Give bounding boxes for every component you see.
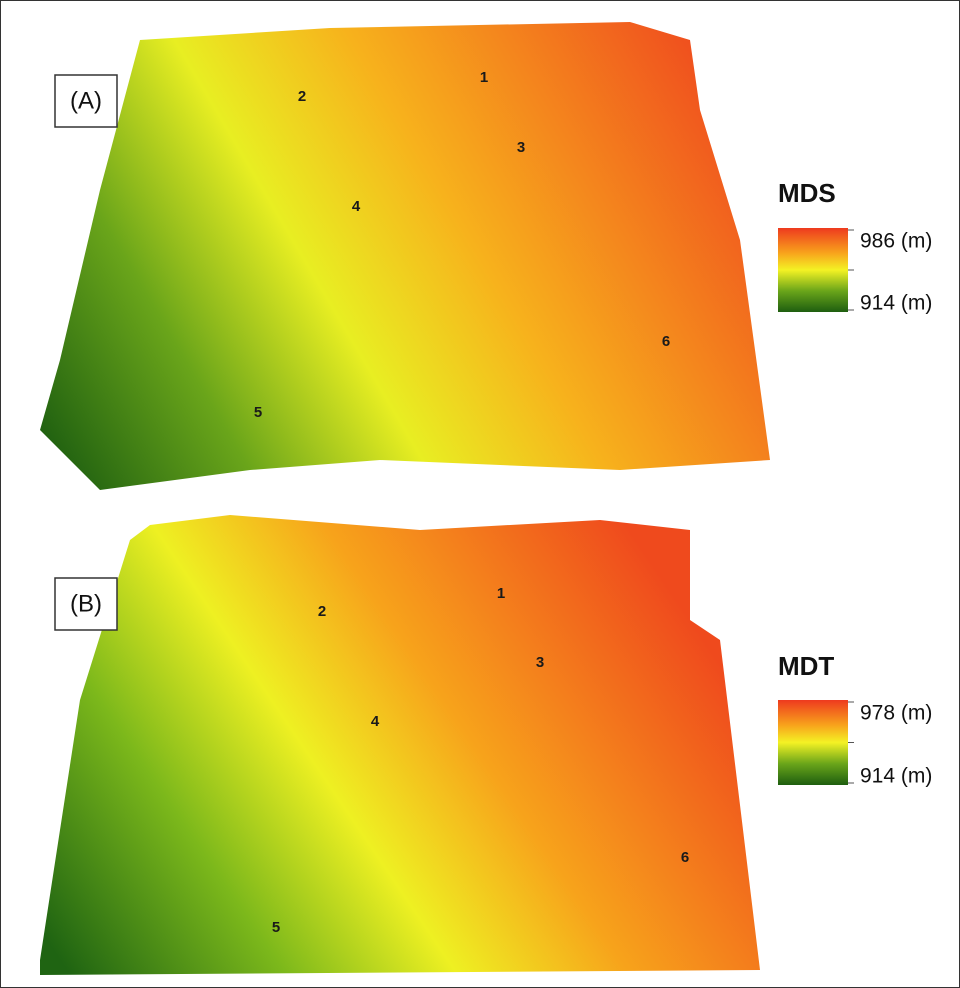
figure: (A) 1 2 3 4 5 6 MDS 986 (m) 914 (m) (B) 1 2 3 4 5 6 MDT 97… bbox=[0, 0, 960, 988]
legend-bar bbox=[778, 700, 848, 785]
panel-label: (A) bbox=[70, 87, 102, 114]
point-label: 4 bbox=[352, 198, 361, 215]
legend-title: MDT bbox=[778, 651, 834, 681]
legend-bar bbox=[778, 228, 848, 312]
point-label: 5 bbox=[272, 919, 280, 936]
point-label: 1 bbox=[480, 69, 488, 86]
point-label: 3 bbox=[517, 139, 525, 156]
point-label: 6 bbox=[681, 849, 689, 866]
legend-title: MDS bbox=[778, 178, 836, 208]
point-label: 6 bbox=[662, 333, 670, 350]
point-label: 2 bbox=[298, 88, 306, 105]
point-label: 3 bbox=[536, 654, 544, 671]
point-label: 5 bbox=[254, 404, 262, 421]
legend-max: 986 (m) bbox=[860, 230, 932, 253]
point-label: 2 bbox=[318, 603, 326, 620]
point-label: 4 bbox=[371, 713, 380, 730]
legend-max: 978 (m) bbox=[860, 702, 932, 725]
terrain-mds bbox=[40, 22, 770, 490]
point-label: 1 bbox=[497, 585, 505, 602]
panel-label: (B) bbox=[70, 590, 102, 617]
terrain-mdt bbox=[40, 515, 760, 975]
legend-min: 914 (m) bbox=[860, 765, 932, 788]
legend-min: 914 (m) bbox=[860, 292, 932, 315]
